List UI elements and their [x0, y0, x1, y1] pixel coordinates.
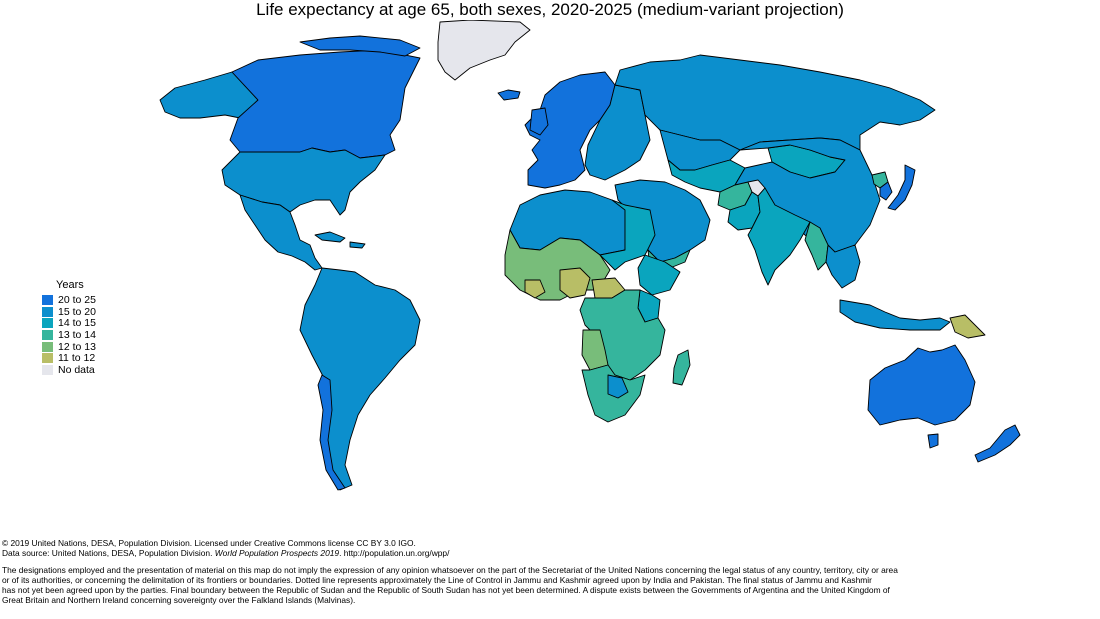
region-greenland	[437, 20, 531, 81]
region-cote-divoire	[524, 279, 546, 299]
legend-item: 14 to 15	[42, 317, 96, 329]
legend-label: 13 to 14	[58, 328, 96, 341]
legend-label: 15 to 20	[58, 305, 96, 318]
region-canada	[229, 49, 421, 159]
region-uk	[529, 107, 549, 136]
legend-item: 12 to 13	[42, 341, 96, 353]
legend-label: 20 to 25	[58, 293, 96, 306]
region-southeast-asia	[825, 244, 861, 289]
region-south-korea	[879, 181, 893, 201]
region-western-europe	[524, 71, 616, 189]
legend-item: 20 to 25	[42, 294, 96, 306]
region-new-zealand	[974, 424, 1021, 463]
map-legend: Years 20 to 25 15 to 20 14 to 15 13 to 1…	[42, 279, 96, 376]
legend-swatch	[42, 318, 53, 329]
disclaimer-line: or of its authorities, or concerning the…	[2, 574, 872, 585]
disclaimer-line: has not yet been agreed upon by the part…	[2, 585, 890, 596]
region-mexico-central-america	[239, 194, 323, 271]
legend-swatch	[42, 364, 53, 375]
map-footer: © 2019 United Nations, DESA, Population …	[2, 538, 1092, 606]
region-caribbean	[314, 231, 366, 249]
legend-swatch	[42, 294, 53, 305]
legend-item: 11 to 12	[42, 352, 96, 364]
world-map	[159, 20, 1021, 491]
region-south-america	[299, 267, 421, 491]
region-india	[747, 187, 811, 286]
legend-title: Years	[56, 279, 84, 291]
region-sudan	[599, 199, 656, 271]
legend-swatch	[42, 353, 53, 364]
legend-label: 11 to 12	[58, 352, 96, 365]
legend-swatch	[42, 341, 53, 352]
legend-item: 13 to 14	[42, 329, 96, 341]
region-papua-new-guinea	[949, 314, 986, 339]
region-iceland	[497, 89, 521, 101]
legend-item: 15 to 20	[42, 306, 96, 318]
legend-swatch	[42, 306, 53, 317]
region-myanmar	[804, 221, 829, 271]
region-ethiopia	[637, 254, 681, 296]
region-tasmania	[927, 433, 939, 449]
legend-swatch	[42, 329, 53, 340]
disclaimer-line: The designations employed and the presen…	[2, 564, 898, 575]
legend-label: No data	[58, 363, 95, 376]
legend-label: 14 to 15	[58, 317, 96, 330]
legend-label: 12 to 13	[58, 340, 96, 353]
legend-item: No data	[42, 364, 96, 376]
map-title: Life expectancy at age 65, both sexes, 2…	[256, 0, 844, 19]
region-nigeria	[559, 267, 591, 299]
disclaimer-line: Great Britain and Northern Ireland conce…	[2, 595, 356, 606]
source-title: World Population Prospects 2019	[214, 548, 340, 559]
region-australia	[867, 344, 976, 426]
region-botswana	[607, 374, 629, 399]
region-canada-islands	[299, 35, 421, 57]
copyright-notice: © 2019 United Nations, DESA, Population …	[2, 538, 416, 548]
data-source: Data source: United Nations, DESA, Popul…	[2, 548, 450, 559]
region-japan	[887, 164, 916, 211]
region-indonesia	[839, 299, 951, 331]
region-chile	[317, 374, 346, 491]
region-madagascar	[672, 349, 691, 386]
